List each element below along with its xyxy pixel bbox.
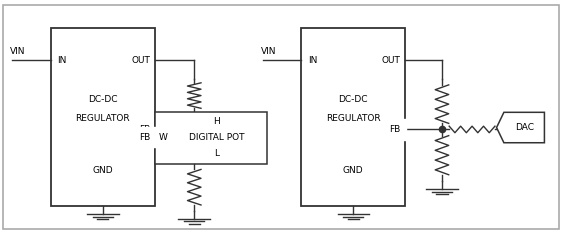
- Text: VIN: VIN: [10, 47, 26, 56]
- Text: H: H: [213, 117, 220, 126]
- Text: FB: FB: [390, 125, 401, 134]
- Text: REGULATOR: REGULATOR: [326, 114, 381, 123]
- Text: REGULATOR: REGULATOR: [75, 114, 130, 123]
- Bar: [51, 28, 155, 206]
- Bar: [301, 28, 405, 206]
- Text: FB: FB: [390, 125, 401, 134]
- Text: OUT: OUT: [382, 56, 401, 65]
- Text: W: W: [158, 132, 167, 142]
- Text: DC-DC: DC-DC: [88, 95, 118, 104]
- Text: OUT: OUT: [131, 56, 150, 65]
- Text: IN: IN: [57, 56, 67, 65]
- Text: FB: FB: [139, 132, 150, 142]
- Text: GND: GND: [92, 166, 113, 175]
- Polygon shape: [497, 112, 544, 143]
- Text: GND: GND: [343, 166, 364, 175]
- Text: DIGITAL POT: DIGITAL POT: [189, 132, 244, 142]
- Bar: [155, 112, 267, 164]
- Text: DAC: DAC: [515, 123, 534, 132]
- Text: FB: FB: [139, 125, 150, 134]
- Text: IN: IN: [308, 56, 318, 65]
- Text: L: L: [215, 149, 219, 158]
- Text: VIN: VIN: [261, 47, 276, 56]
- Text: DC-DC: DC-DC: [338, 95, 368, 104]
